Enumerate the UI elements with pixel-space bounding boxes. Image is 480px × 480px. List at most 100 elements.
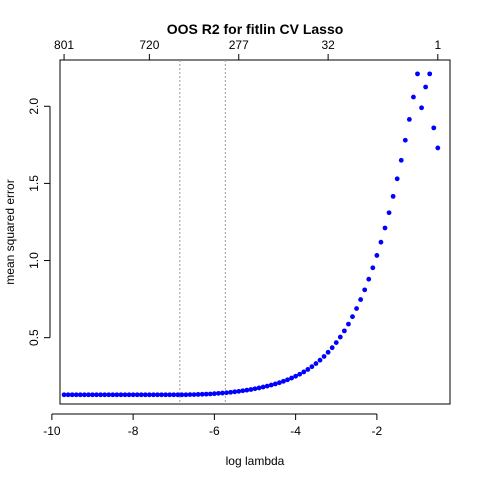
data-point (126, 392, 132, 398)
data-point (293, 373, 299, 379)
data-point (386, 210, 392, 216)
x-tick-label: -4 (290, 424, 301, 438)
data-point (167, 392, 173, 398)
data-point (69, 392, 75, 398)
data-point (329, 345, 335, 351)
data-point (313, 361, 319, 366)
data-point (378, 239, 384, 245)
top-tick-label: 32 (321, 38, 335, 52)
data-point (94, 392, 99, 398)
data-point (220, 390, 225, 396)
data-point (358, 297, 364, 302)
data-point (394, 176, 400, 182)
data-point (183, 392, 189, 398)
data-point (350, 314, 355, 320)
x-tick-label: -10 (43, 424, 61, 438)
x-tick-label: -8 (128, 424, 139, 438)
data-point (366, 276, 372, 282)
data-point (272, 381, 278, 387)
data-point (297, 371, 303, 377)
x-tick-label: -6 (209, 424, 220, 438)
plot-area: -10 -8 -6 -4 -2 0.5 1.0 1.5 2.0 801 720 277 32 1 (27, 38, 451, 438)
data-point (281, 378, 286, 384)
data-point (138, 392, 144, 398)
data-point (431, 125, 437, 131)
data-point (248, 387, 254, 392)
data-point (216, 390, 221, 396)
data-point (114, 392, 120, 398)
data-point (77, 392, 83, 398)
data-point (305, 367, 311, 372)
data-point (390, 193, 396, 199)
data-point (142, 392, 148, 398)
x-axis-label: log lambda (226, 454, 285, 468)
data-point (435, 145, 441, 151)
data-point (90, 392, 95, 398)
data-point (398, 157, 404, 163)
data-point (382, 225, 388, 231)
data-point (289, 375, 294, 381)
data-point (102, 392, 108, 398)
data-point (268, 382, 274, 388)
data-point (122, 392, 128, 398)
data-point (264, 383, 270, 389)
data-point (106, 392, 112, 398)
data-point (130, 392, 136, 398)
data-point (406, 116, 412, 122)
data-point (341, 328, 347, 334)
top-tick-label: 801 (54, 38, 74, 52)
data-point (98, 392, 104, 398)
x-tick-label: -2 (372, 424, 383, 438)
data-point (256, 385, 262, 391)
data-point (195, 392, 201, 397)
data-point (81, 392, 87, 398)
chart-title: OOS R2 for fitlin CV Lasso (167, 21, 344, 37)
data-point (362, 287, 368, 293)
data-point (199, 391, 205, 397)
data-point (244, 387, 250, 393)
data-point (224, 390, 229, 396)
data-point (240, 388, 246, 394)
top-tick-label: 277 (229, 38, 249, 52)
data-point (110, 392, 116, 398)
data-point (415, 71, 420, 77)
data-point (276, 380, 282, 386)
data-point (73, 392, 79, 398)
data-point (191, 392, 197, 397)
data-point (179, 392, 185, 398)
top-tick-label: 1 (434, 38, 441, 52)
data-point (151, 392, 156, 398)
data-point (175, 392, 181, 398)
data-point (427, 71, 433, 77)
data-point (301, 369, 307, 375)
data-point (134, 392, 140, 398)
data-point (187, 392, 193, 397)
data-point (419, 105, 424, 111)
data-point (61, 392, 67, 398)
data-point (146, 392, 152, 398)
data-point (236, 388, 242, 394)
data-point (354, 306, 359, 311)
data-point (211, 391, 217, 397)
data-point (370, 265, 376, 271)
data-point (252, 386, 258, 392)
data-point (159, 392, 164, 398)
data-point (325, 349, 331, 355)
data-point (203, 391, 209, 397)
data-point (171, 392, 177, 398)
data-point (423, 84, 429, 90)
data-point (260, 384, 266, 390)
y-tick-label: 1.5 (27, 175, 41, 192)
y-tick-label: 1.0 (27, 252, 41, 269)
data-point (402, 137, 408, 143)
data-point (207, 391, 213, 397)
data-point (309, 364, 315, 370)
data-point (232, 389, 238, 395)
data-point (86, 392, 91, 398)
data-point (285, 377, 290, 383)
data-point (337, 334, 343, 340)
data-point (65, 392, 71, 398)
data-point (118, 392, 124, 398)
